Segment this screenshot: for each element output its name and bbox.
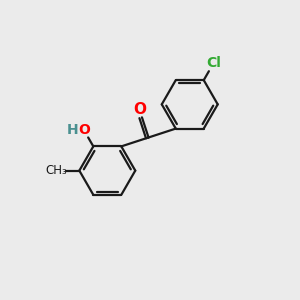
- Text: Cl: Cl: [206, 56, 221, 70]
- Text: O: O: [133, 102, 146, 117]
- Text: O: O: [78, 123, 90, 137]
- Text: CH₃: CH₃: [46, 164, 68, 177]
- Text: H: H: [67, 123, 79, 137]
